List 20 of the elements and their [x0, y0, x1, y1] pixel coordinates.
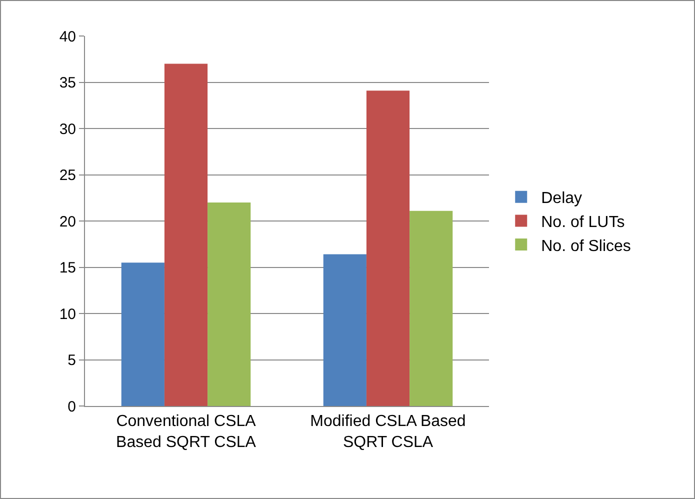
y-tick-label: 5	[68, 352, 76, 369]
bar	[164, 64, 208, 406]
bar	[121, 262, 164, 406]
x-tick-label: Modified CSLA Based SQRT CSLA	[310, 413, 466, 451]
bar	[410, 210, 453, 406]
bar	[208, 202, 251, 406]
y-tick-label: 25	[59, 167, 76, 184]
legend-label: Delay	[541, 190, 582, 208]
legend-label: No. of Slices	[541, 238, 631, 255]
y-tick-label: 30	[59, 120, 76, 138]
bar	[366, 90, 410, 406]
y-tick-label: 15	[59, 260, 76, 276]
y-tick-label: 35	[59, 74, 76, 92]
y-tick-label: 10	[59, 306, 76, 323]
bar	[323, 254, 366, 406]
legend-label: No. of LUTs	[541, 214, 625, 231]
x-tick-label: Conventional CSLA Based SQRT CSLA	[116, 413, 256, 451]
y-tick-label: 0	[68, 398, 76, 416]
y-tick-label: 20	[59, 213, 76, 230]
y-tick-label: 40	[59, 28, 76, 46]
